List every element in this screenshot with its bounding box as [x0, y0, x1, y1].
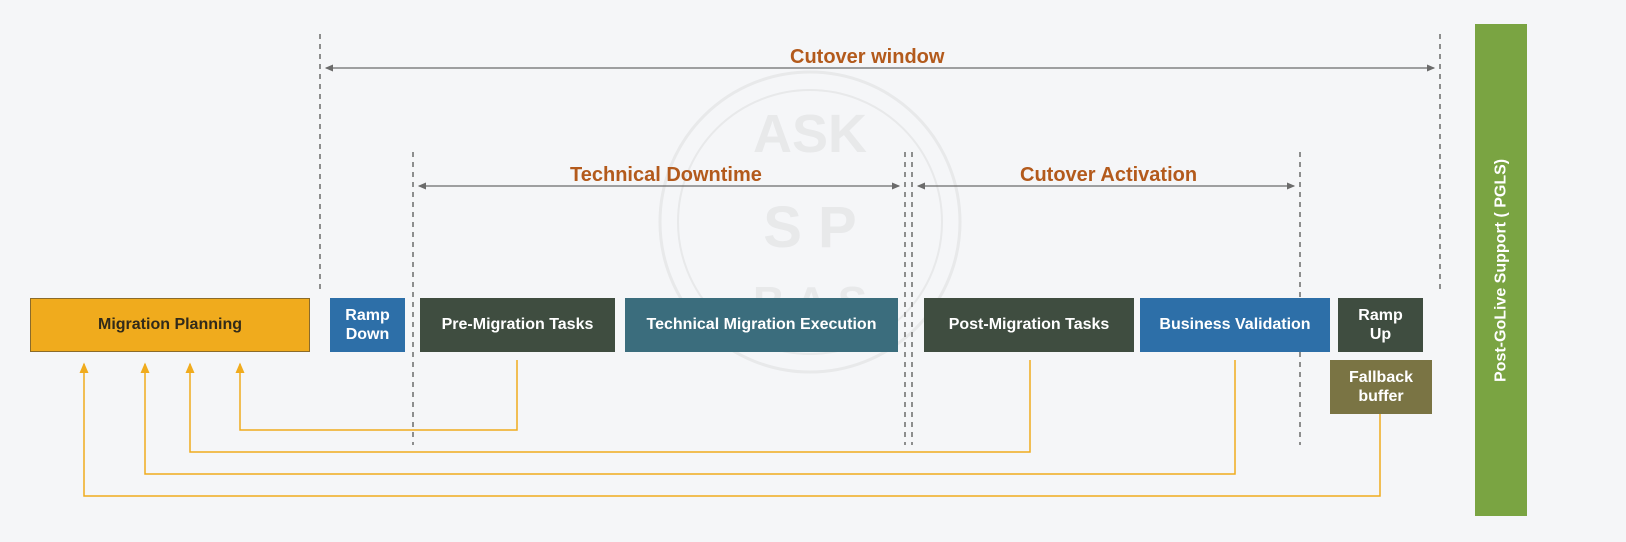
phase-label: Post-Migration Tasks [949, 315, 1110, 334]
phase-ramp_down: Ramp Down [330, 298, 405, 352]
phase-label: Fallback buffer [1349, 368, 1413, 406]
span-label-cutover_window: Cutover window [790, 46, 944, 69]
phase-label: Ramp Up [1358, 306, 1402, 344]
phase-label: Migration Planning [98, 315, 242, 334]
phase-post_migration: Post-Migration Tasks [924, 298, 1134, 352]
phase-label: Post-GoLive Support ( PGLS) [1491, 158, 1510, 381]
phase-tech_exec: Technical Migration Execution [625, 298, 898, 352]
svg-text:ASK: ASK [753, 104, 867, 164]
feedback-arrow-1 [190, 360, 1030, 452]
phase-pre_migration: Pre-Migration Tasks [420, 298, 615, 352]
phase-migration_planning: Migration Planning [30, 298, 310, 352]
diagram-svg: ASKS PB A S [0, 0, 1626, 542]
svg-text:S P: S P [763, 195, 857, 260]
phase-fallback: Fallback buffer [1330, 360, 1432, 414]
feedback-arrow-2 [145, 360, 1235, 474]
phase-biz_validation: Business Validation [1140, 298, 1330, 352]
feedback-arrow-3 [84, 360, 1380, 496]
phase-ramp_up: Ramp Up [1338, 298, 1423, 352]
phase-label: Pre-Migration Tasks [442, 315, 594, 334]
phase-label: Technical Migration Execution [647, 315, 877, 334]
span-label-cutover_act: Cutover Activation [1020, 164, 1197, 187]
phase-label: Business Validation [1159, 315, 1310, 334]
phase-pgls: Post-GoLive Support ( PGLS) [1475, 24, 1527, 516]
feedback-arrow-0 [240, 360, 517, 430]
phase-label: Ramp Down [345, 306, 389, 344]
diagram-stage: ASKS PB A SCutover windowTechnical Downt… [0, 0, 1626, 542]
span-label-tech_downtime: Technical Downtime [570, 164, 762, 187]
